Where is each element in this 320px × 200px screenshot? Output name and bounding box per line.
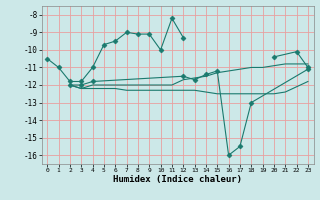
X-axis label: Humidex (Indice chaleur): Humidex (Indice chaleur): [113, 175, 242, 184]
